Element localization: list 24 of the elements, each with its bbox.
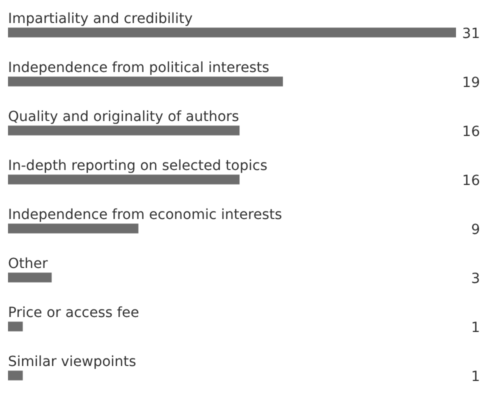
y-tick-label: Price or access fee xyxy=(8,305,140,321)
y-tick-label: In-depth reporting on selected topics xyxy=(8,158,268,174)
y-tick-label: Impartiality and credibility xyxy=(8,11,193,27)
bar xyxy=(8,272,52,282)
bar xyxy=(8,126,240,136)
bar xyxy=(8,76,283,86)
data-label: 19 xyxy=(462,75,480,92)
data-label: 1 xyxy=(471,369,480,386)
bar xyxy=(8,28,456,38)
data-label: 9 xyxy=(471,222,480,238)
data-label: 31 xyxy=(462,26,480,42)
y-tick-label: Similar viewpoints xyxy=(8,354,136,370)
data-label: 16 xyxy=(462,173,480,190)
bar xyxy=(8,370,23,380)
bar xyxy=(8,174,240,184)
y-tick-label: Quality and originality of authors xyxy=(8,109,240,125)
data-label: 16 xyxy=(462,124,480,140)
y-tick-label: Independence from economic interests xyxy=(8,207,282,223)
bar xyxy=(8,224,138,234)
y-tick-label: Other xyxy=(8,256,48,272)
y-tick-label: Independence from political interests xyxy=(8,60,270,76)
data-label: 3 xyxy=(471,271,480,288)
bar xyxy=(8,322,23,332)
data-label: 1 xyxy=(471,320,480,336)
